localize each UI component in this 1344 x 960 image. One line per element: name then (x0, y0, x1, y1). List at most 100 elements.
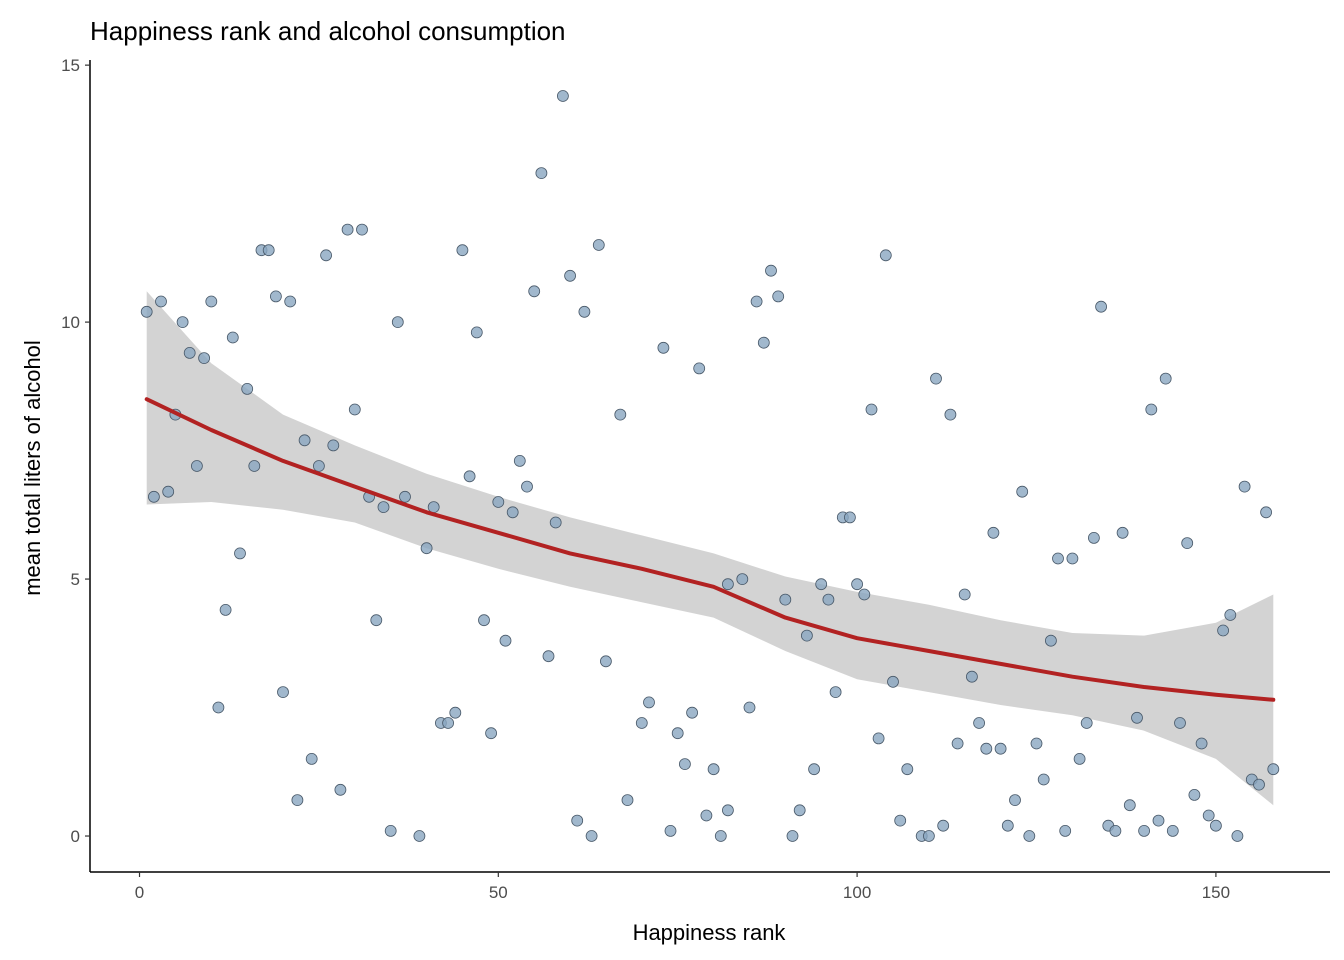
data-point (686, 706, 698, 719)
data-point (391, 316, 404, 329)
data-point (779, 593, 792, 606)
data-point (277, 686, 289, 698)
data-point (829, 686, 842, 698)
data-point (1145, 403, 1158, 416)
data-point (212, 701, 225, 714)
data-point (879, 249, 892, 262)
data-point (765, 264, 777, 277)
data-point (1267, 763, 1280, 776)
data-point (248, 460, 261, 472)
data-point (183, 346, 196, 359)
data-point (234, 547, 246, 560)
confidence-band (146, 291, 1274, 806)
data-point (1195, 737, 1208, 750)
data-point (1253, 778, 1265, 791)
data-point (1238, 480, 1251, 493)
data-point (528, 285, 541, 298)
data-point (822, 593, 835, 606)
x-axis-title: Happiness rank (633, 920, 787, 945)
data-point (1116, 526, 1129, 539)
data-point (1088, 532, 1100, 544)
data-point (305, 753, 318, 765)
data-point (693, 362, 706, 375)
x-axis: 0 50 100 150 (90, 871, 1330, 902)
data-point (930, 372, 942, 385)
data-point (147, 490, 160, 503)
data-point (664, 825, 677, 837)
data-point (492, 496, 505, 508)
data-point (420, 542, 433, 555)
data-point (1224, 609, 1237, 621)
data-point (844, 511, 856, 524)
data-point (1210, 819, 1222, 832)
data-point (456, 244, 469, 257)
data-point (801, 629, 813, 642)
data-point (262, 244, 275, 257)
y-axis: 0 5 10 15 (61, 56, 91, 872)
y-tick-label: 0 (71, 827, 80, 846)
data-point (327, 439, 340, 452)
data-point (219, 604, 232, 616)
data-point (793, 804, 806, 817)
data-point (1131, 711, 1143, 724)
data-point (872, 732, 885, 745)
data-point (413, 830, 426, 842)
data-point (1152, 814, 1165, 827)
data-point (1109, 825, 1122, 837)
data-point (851, 578, 863, 591)
data-point (269, 290, 282, 303)
data-point (205, 295, 218, 308)
data-point (1138, 825, 1150, 837)
data-point (334, 783, 347, 796)
data-point (951, 737, 964, 750)
data-point (707, 763, 720, 776)
data-point (937, 819, 950, 832)
data-point (750, 295, 763, 308)
data-point (643, 696, 655, 709)
data-point (162, 485, 175, 498)
data-point (298, 434, 311, 447)
data-point (621, 794, 634, 806)
data-point (284, 295, 297, 308)
data-point (312, 460, 325, 472)
data-point (1073, 753, 1086, 765)
data-point (535, 167, 548, 180)
data-point (980, 742, 993, 755)
data-point (320, 249, 333, 262)
y-tick-label: 10 (61, 313, 80, 332)
data-point (226, 331, 239, 344)
data-point (356, 223, 368, 236)
data-point (700, 809, 713, 822)
data-point (442, 717, 455, 729)
data-point (887, 675, 899, 688)
data-point (1231, 830, 1244, 842)
data-point (987, 526, 1000, 539)
data-point (1080, 717, 1093, 729)
data-point (140, 305, 153, 318)
data-point (958, 588, 971, 601)
data-point (865, 403, 878, 416)
data-point (679, 758, 691, 770)
data-point (190, 460, 203, 472)
data-point (1009, 794, 1021, 806)
data-point (786, 830, 799, 842)
data-point (513, 454, 526, 467)
data-point (542, 650, 555, 663)
data-point (614, 408, 627, 421)
data-point (370, 614, 383, 627)
data-point (901, 763, 914, 776)
data-point (1023, 830, 1036, 842)
data-point (478, 614, 490, 627)
data-point (1217, 624, 1229, 637)
data-point (757, 336, 770, 349)
data-point (944, 408, 957, 421)
data-point (1045, 634, 1057, 647)
data-point (1159, 372, 1172, 385)
data-point (1260, 506, 1272, 519)
y-tick-label: 15 (61, 56, 80, 75)
data-point (1001, 819, 1014, 832)
data-point (772, 290, 785, 303)
data-point (241, 382, 254, 395)
data-point (1202, 809, 1215, 822)
